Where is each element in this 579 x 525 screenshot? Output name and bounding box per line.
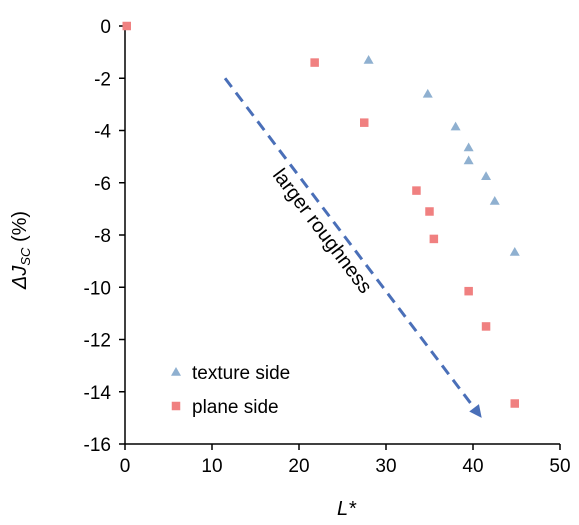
texture-side-point — [481, 171, 492, 180]
plane-side-point — [310, 58, 319, 67]
plane-side-point — [464, 286, 473, 296]
series-square — [122, 21, 520, 408]
texture-side-point — [489, 196, 500, 205]
texture-side-point — [463, 155, 474, 165]
annotation-label: larger roughness — [268, 165, 376, 298]
series-triangle — [363, 54, 520, 256]
y-tick-label: -4 — [94, 122, 111, 143]
x-tick-label: 20 — [288, 456, 309, 477]
plane-side-point — [510, 399, 520, 408]
y-axis-title-unit: (%) — [9, 211, 31, 248]
plane-side-point — [425, 207, 434, 216]
data-markers — [122, 21, 520, 408]
x-tick-label: 40 — [462, 456, 483, 477]
axes — [124, 26, 560, 445]
plane-side-point — [481, 322, 491, 331]
x-axis-title: L* — [337, 498, 357, 520]
y-tick-label: -10 — [84, 278, 111, 299]
texture-side-point — [363, 54, 374, 64]
y-tick-label: -12 — [84, 331, 111, 352]
y-tick-label: 0 — [100, 17, 111, 38]
texture-side-point — [422, 88, 433, 98]
legend-label: plane side — [192, 397, 279, 418]
y-tick-label: -2 — [94, 69, 111, 90]
x-tick-label: 0 — [120, 456, 131, 477]
legend-square-icon — [171, 401, 181, 411]
texture-side-point — [450, 121, 461, 131]
x-tick-label: 10 — [201, 456, 222, 477]
legend: texture side plane side — [171, 363, 290, 418]
legend-triangle-icon — [171, 367, 181, 376]
y-axis-title-main: ΔJ — [9, 265, 31, 290]
plane-side-point — [412, 186, 421, 195]
legend-item: texture side — [171, 363, 290, 384]
legend-item: plane side — [171, 397, 279, 418]
texture-side-point — [509, 246, 520, 256]
y-ticks: 0 -2 -4 -6 -8 -10 -12 -14 -16 — [84, 17, 125, 456]
arrow-shaft — [223, 77, 476, 410]
y-axis-title-subscript: SC — [18, 247, 33, 266]
y-tick-label: -8 — [94, 226, 111, 247]
y-tick-label: -6 — [94, 174, 111, 195]
legend-label: texture side — [192, 363, 290, 384]
y-tick-label: -16 — [84, 435, 111, 456]
texture-side-point — [463, 142, 474, 152]
plane-side-point — [122, 21, 131, 31]
y-tick-label: -14 — [84, 383, 112, 404]
arrow-head — [469, 404, 482, 418]
y-axis-title: ΔJSC (%) — [9, 211, 33, 290]
plane-side-point — [360, 118, 369, 127]
plane-side-point — [429, 234, 439, 244]
x-tick-label: 30 — [375, 456, 396, 477]
x-ticks: 0 10 20 30 40 50 — [120, 444, 571, 477]
x-tick-label: 50 — [549, 456, 570, 477]
